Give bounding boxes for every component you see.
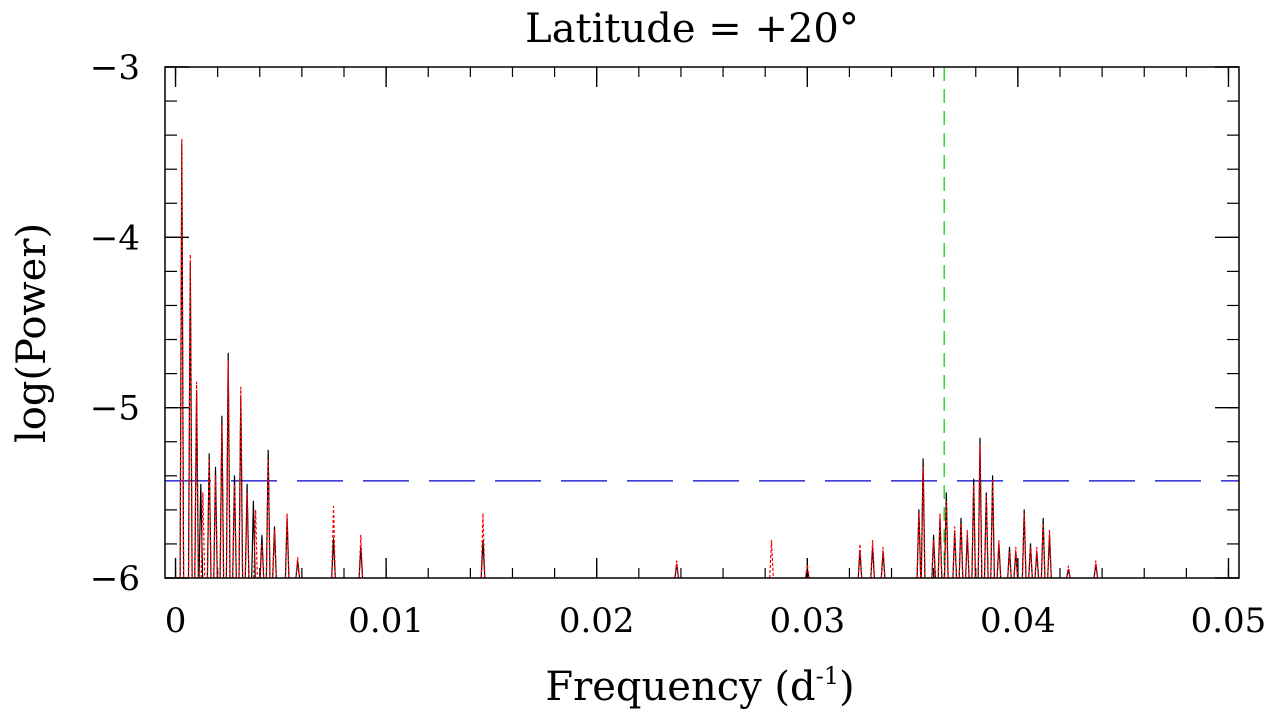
y-tick-label: −6: [90, 559, 140, 599]
spectrum-series-black: [179, 143, 1099, 578]
x-axis-label-main: Frequency (d: [545, 664, 815, 710]
x-axis-label-superscript: -1: [816, 662, 839, 690]
y-tick-label: −3: [90, 48, 140, 88]
x-tick-label: 0.05: [1191, 601, 1267, 641]
y-axis-label: log(Power): [9, 223, 55, 443]
x-tick-label: 0.04: [980, 601, 1056, 641]
x-tick-label: 0.02: [559, 601, 635, 641]
x-axis-label-close: ): [839, 664, 855, 710]
y-tick-label: −5: [90, 389, 140, 429]
x-axis-label: Frequency (d-1): [545, 662, 854, 710]
chart-title: Latitude = +20°: [525, 6, 859, 52]
plot-layer: 0 0.01 0.02 0.03 0.04 0.05 −6 −5 −4 −3: [90, 48, 1266, 641]
plot-frame: [164, 66, 1240, 579]
y-tick-label: −4: [90, 218, 140, 258]
spectrum-series-red: [179, 137, 1099, 578]
x-tick-label: 0.01: [348, 601, 424, 641]
x-tick-label: 0.03: [769, 601, 845, 641]
x-tick-label: 0: [165, 601, 187, 641]
